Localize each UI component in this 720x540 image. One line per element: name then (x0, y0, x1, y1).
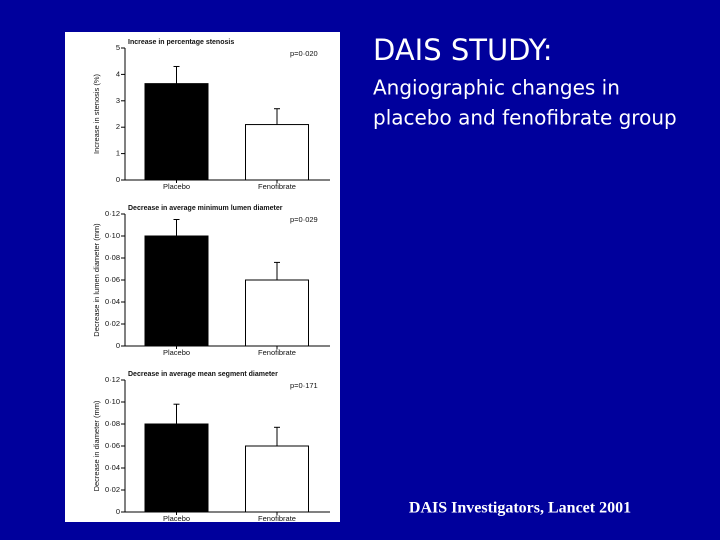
x-tick-label: Placebo (163, 348, 190, 357)
y-tick-label: 0·06 (105, 275, 120, 284)
bar (245, 279, 309, 347)
x-tick-label: Placebo (163, 182, 190, 191)
charts: Increase in percentage stenosis p=0·020 In… (92, 39, 330, 523)
y-tick-label: 0 (116, 341, 120, 350)
y-axis-label: Decrease in diameter (mm) (92, 400, 101, 491)
y-tick-label: 4 (116, 69, 120, 78)
y-tick-label: 3 (116, 96, 120, 105)
y-tick-label: 0·12 (105, 375, 120, 384)
annotation: p=0·029 (290, 215, 318, 224)
y-tick-label: 0·10 (105, 231, 120, 240)
x-tick-label: Fenofibrate (258, 514, 296, 523)
slide-title: DAIS STUDY: (373, 33, 553, 67)
citation: DAIS Investigators, Lancet 2001 (409, 500, 631, 517)
bar (245, 445, 309, 513)
annotation: p=0·020 (290, 49, 318, 58)
y-axis-label: Increase in stenosis (%) (92, 73, 101, 154)
y-tick-label: 0 (116, 175, 120, 184)
bar (144, 235, 209, 347)
chart-title: Decrease in average mean segment diamete… (128, 371, 278, 378)
chart-title: Increase in percentage stenosis (128, 39, 234, 46)
slide-subtitle: placebo and fenofibrate group (373, 106, 677, 130)
y-tick-label: 0·04 (105, 297, 120, 306)
annotation: p=0·171 (290, 381, 318, 390)
y-tick-label: 0·04 (105, 463, 120, 472)
y-tick-label: 0·02 (105, 319, 120, 328)
y-tick-label: 0·08 (105, 253, 120, 262)
y-tick-label: 5 (116, 43, 120, 52)
y-tick-label: 2 (116, 122, 120, 131)
bar (144, 83, 209, 181)
y-tick-label: 0·12 (105, 209, 120, 218)
x-tick-label: Placebo (163, 514, 190, 523)
bar (144, 423, 209, 513)
y-tick-label: 1 (116, 149, 120, 158)
y-tick-label: 0·08 (105, 419, 120, 428)
y-tick-label: 0·10 (105, 397, 120, 406)
slide-subtitle: Angiographic changes in (373, 76, 620, 100)
x-tick-label: Fenofibrate (258, 348, 296, 357)
x-tick-label: Fenofibrate (258, 182, 296, 191)
chart-title: Decrease in average minimum lumen diamet… (128, 205, 283, 212)
bar (245, 124, 309, 181)
y-tick-label: 0·06 (105, 441, 120, 450)
y-tick-label: 0 (116, 507, 120, 516)
y-tick-label: 0·02 (105, 485, 120, 494)
y-axis-label: Decrease in lumen diameter (mm) (92, 223, 101, 337)
